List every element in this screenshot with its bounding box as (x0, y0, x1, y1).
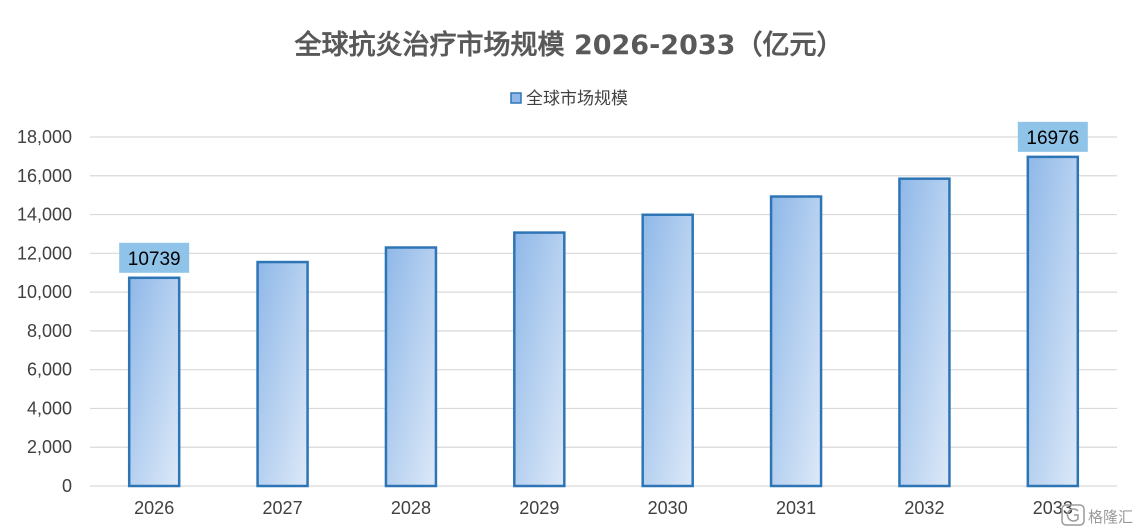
bar (898, 177, 951, 488)
y-tick-label: 16,000 (17, 166, 72, 186)
data-label: 16976 (1017, 121, 1088, 152)
y-tick-label: 2,000 (27, 437, 72, 457)
x-tick-label: 2027 (263, 498, 303, 518)
y-tick-label: 6,000 (27, 360, 72, 380)
x-axis: 2026 2027 2028 2029 2030 2031 2032 2033 (134, 498, 1073, 518)
data-label-text: 16976 (1026, 128, 1079, 149)
y-tick-label: 14,000 (17, 205, 72, 225)
data-labels: 10739 16976 (119, 121, 1088, 273)
chart-title: 全球抗炎治疗市场规模 2026-2033（亿元） (294, 29, 844, 61)
watermark: 格隆汇 (1061, 504, 1133, 526)
watermark-text: 格隆汇 (1088, 508, 1133, 526)
legend: 全球市场规模 (510, 89, 628, 109)
y-tick-label: 10,000 (17, 282, 72, 302)
bar (256, 260, 309, 488)
bar (641, 213, 694, 488)
bars (127, 155, 1080, 488)
x-tick-label: 2031 (776, 498, 816, 518)
x-tick-label: 2030 (648, 498, 688, 518)
bar (127, 276, 181, 488)
x-tick-label: 2033 (1033, 498, 1073, 518)
x-tick-label: 2029 (519, 498, 559, 518)
legend-swatch (510, 92, 522, 104)
g-logo-icon (1061, 504, 1085, 526)
data-label-box (1017, 121, 1088, 152)
y-tick-label: 4,000 (27, 398, 72, 418)
y-tick-label: 0 (62, 476, 72, 496)
y-tick-label: 18,000 (17, 127, 72, 147)
legend-entry: 全球市场规模 (526, 89, 628, 109)
bar (384, 246, 438, 488)
x-tick-label: 2026 (134, 498, 174, 518)
data-label-box (119, 242, 190, 273)
y-tick-label: 8,000 (27, 321, 72, 341)
data-label: 10739 (119, 242, 190, 273)
bar (1026, 155, 1080, 488)
y-tick-label: 12,000 (17, 243, 72, 263)
gridlines (90, 136, 1117, 487)
y-axis: 0 2,000 4,000 6,000 8,000 10,000 12,000 14,000 1… (17, 127, 72, 496)
data-label-text: 10739 (128, 249, 181, 270)
x-tick-label: 2028 (391, 498, 431, 518)
bar (769, 195, 823, 488)
bar (513, 231, 566, 488)
x-tick-label: 2032 (904, 498, 944, 518)
